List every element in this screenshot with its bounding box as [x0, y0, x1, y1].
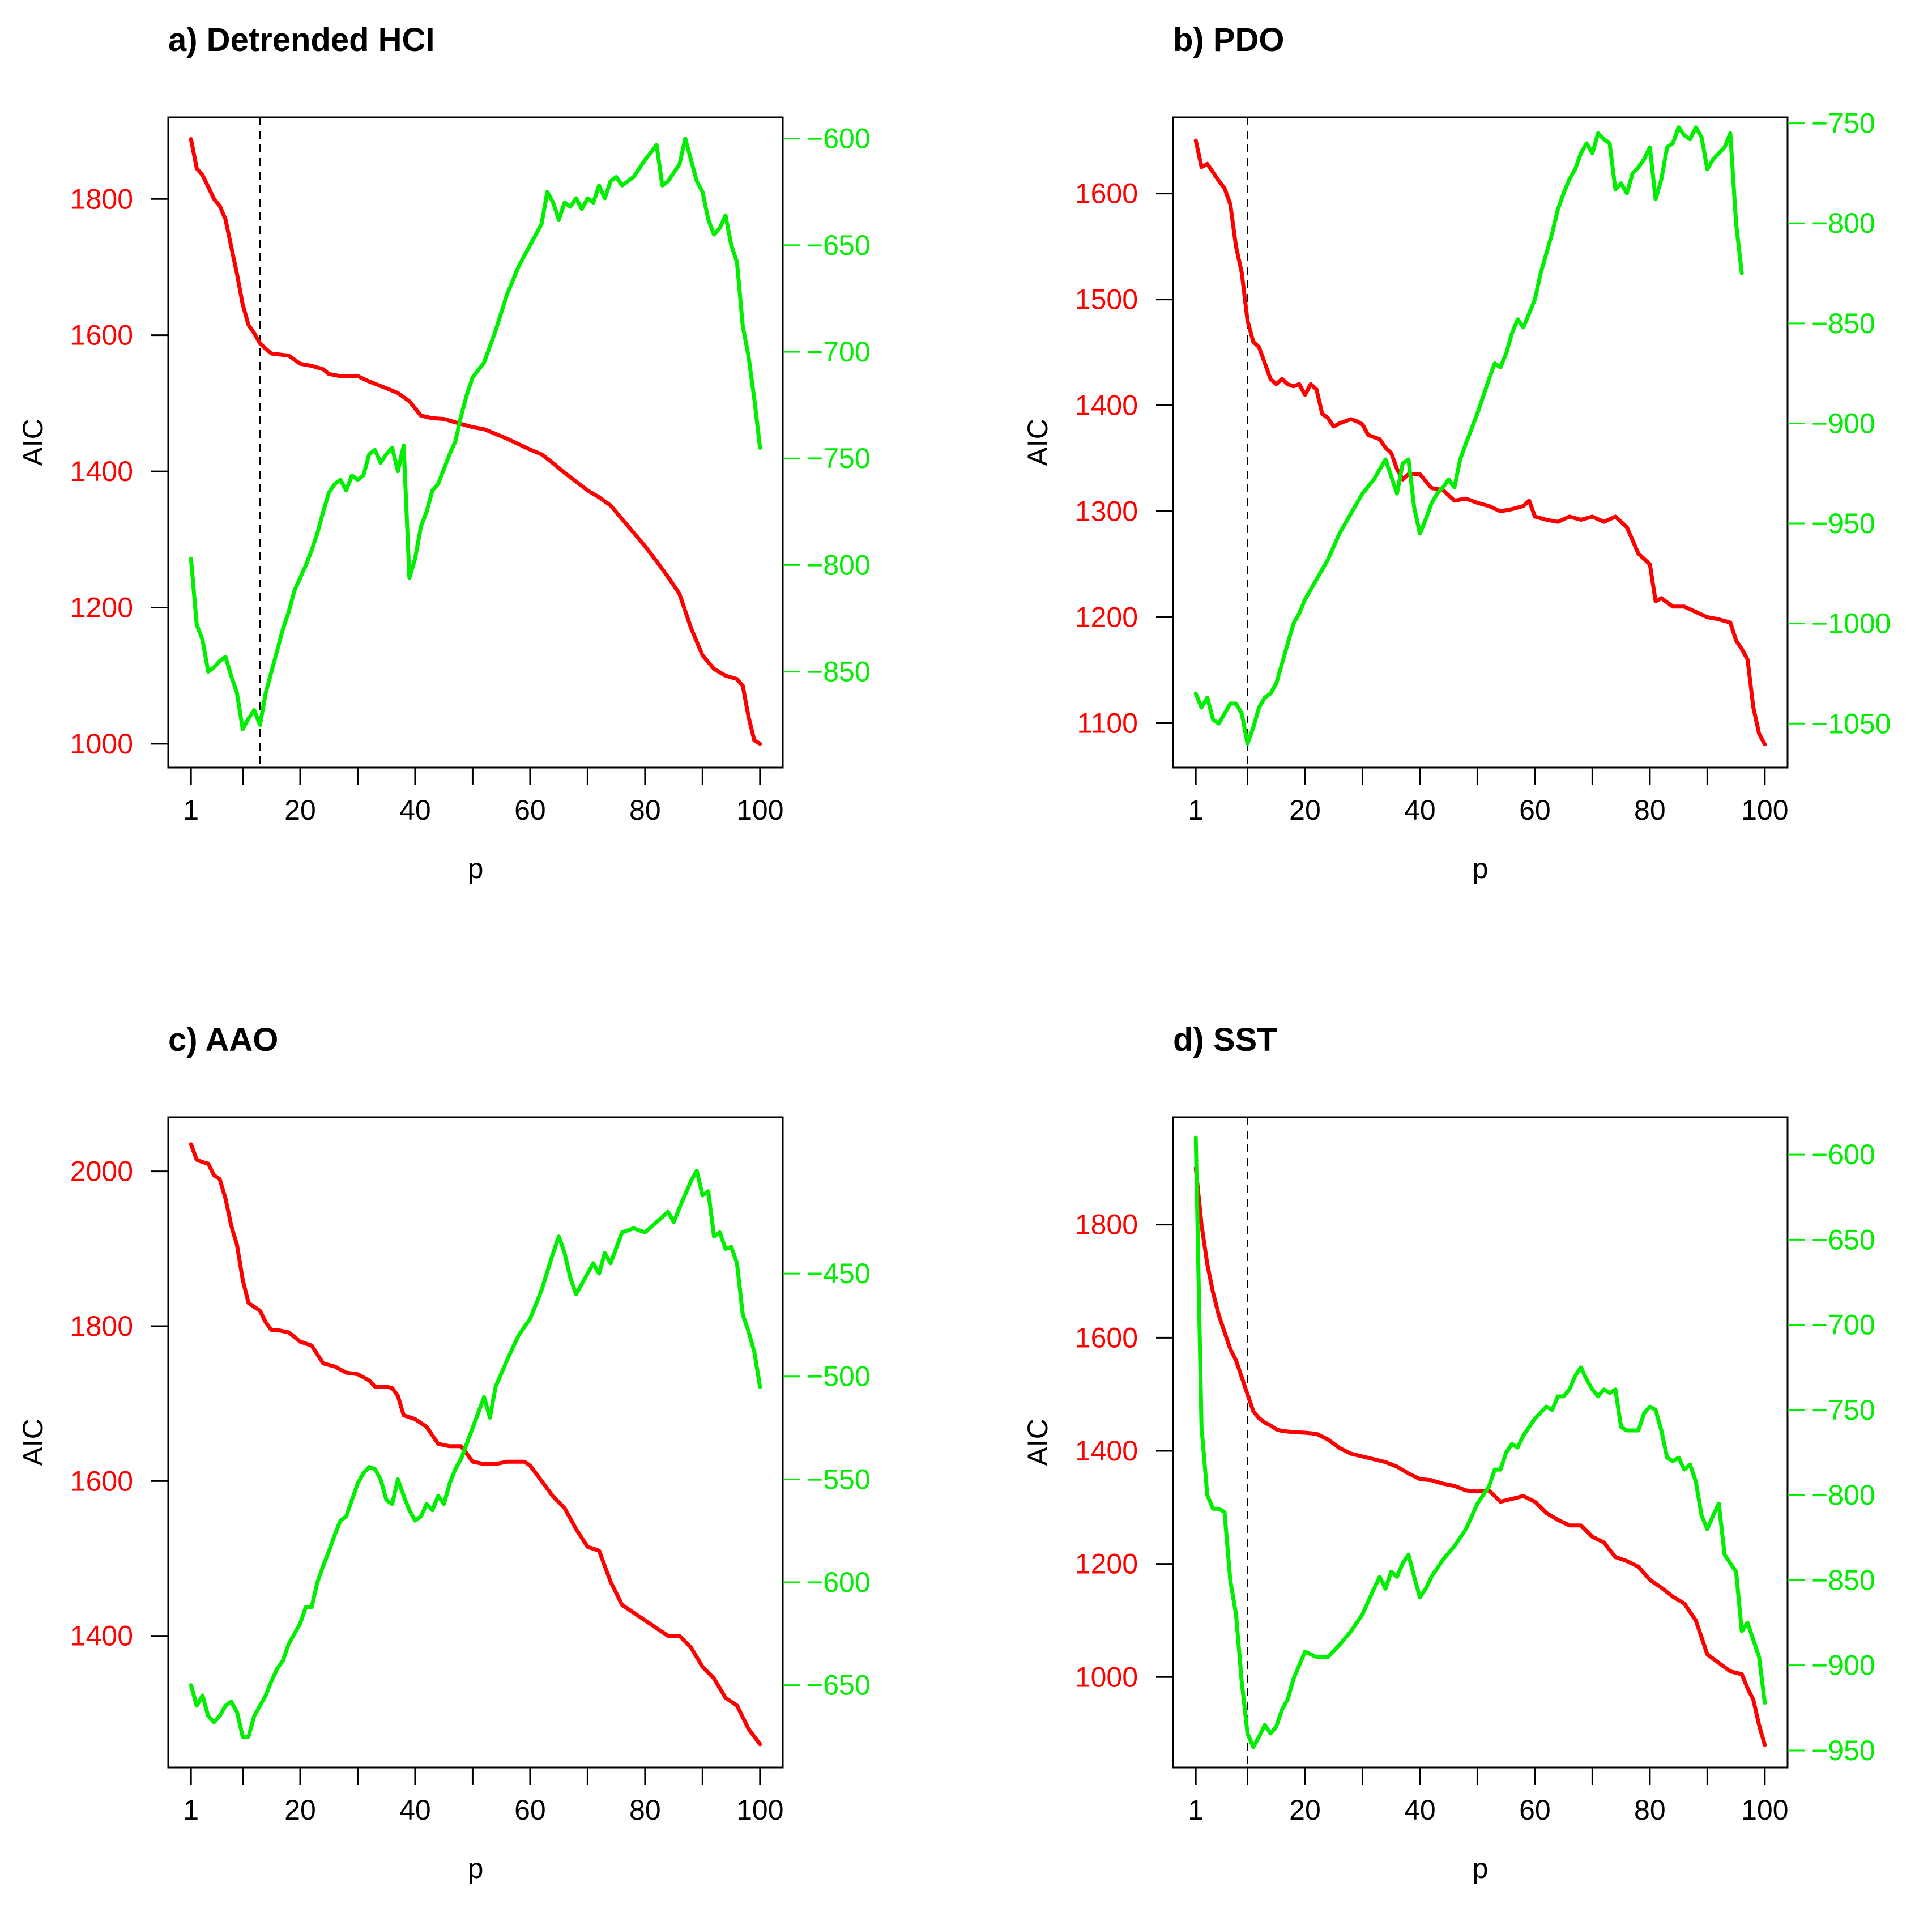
chart-panel-2: b) PDO 1 20 40 60 80 100 p 1100 1200 1300 1400 1500 1… — [1022, 22, 1891, 884]
y-tick-label: 1100 — [1077, 707, 1138, 739]
y2-tick-label: −800 — [1811, 1479, 1875, 1511]
x-tick-label: 80 — [1634, 1794, 1666, 1826]
y-axis-label: AIC — [1022, 1419, 1054, 1466]
x-tick-label: 40 — [1404, 794, 1436, 826]
y-tick-label: 1400 — [70, 1620, 133, 1652]
y-tick-label: 1600 — [70, 320, 133, 351]
x-tick-label: 100 — [1741, 1794, 1788, 1826]
y2-tick-label: −500 — [807, 1361, 871, 1392]
x-tick-label: 1 — [1188, 794, 1204, 826]
x-axis-label: p — [1473, 853, 1489, 884]
y2-tick-label: −700 — [807, 336, 871, 368]
y2-tick-label: −900 — [1811, 407, 1875, 439]
x-tick-label: 1 — [183, 794, 199, 826]
x-tick-label: 40 — [1404, 1794, 1436, 1826]
x-axis-label: p — [1473, 1852, 1489, 1884]
y2-tick-label: −800 — [807, 549, 871, 581]
y2-tick-label: −750 — [1811, 1394, 1875, 1426]
y2-tick-label: −600 — [807, 1566, 871, 1598]
y-tick-label: 1600 — [70, 1465, 133, 1497]
y-tick-label: 1200 — [70, 592, 133, 624]
y2-tick-label: −850 — [807, 656, 871, 688]
chart-title: d) SST — [1173, 1021, 1277, 1058]
y-tick-label: 1600 — [1075, 1322, 1138, 1353]
x-axis-label: p — [468, 1852, 484, 1884]
y2-tick-label: −750 — [807, 442, 871, 474]
x-tick-label: 80 — [1634, 794, 1666, 826]
y-tick-label: 1200 — [1075, 1548, 1138, 1580]
chart-panel-1: a) Detrended HCI 1 20 40 60 80 100 p 1000 1200 140… — [17, 22, 871, 884]
chart-title: a) Detrended HCI — [168, 22, 435, 58]
y2-tick-label: −600 — [807, 123, 871, 155]
x-tick-label: 20 — [284, 794, 316, 826]
x-tick-label: 60 — [514, 1794, 546, 1826]
x-tick-label: 100 — [1741, 794, 1788, 826]
x-tick-label: 100 — [736, 794, 783, 826]
x-tick-label: 20 — [1289, 1794, 1321, 1826]
y2-tick-label: −700 — [1811, 1309, 1875, 1341]
y2-tick-label: −950 — [1811, 508, 1875, 539]
y2-tick-label: −650 — [807, 229, 871, 261]
y-axis-label: AIC — [1022, 419, 1054, 466]
y2-tick-label: −850 — [1811, 308, 1875, 339]
y-axis-label: AIC — [17, 1419, 49, 1466]
y-axis-label: AIC — [17, 419, 49, 466]
x-tick-label: 80 — [629, 1794, 661, 1826]
x-tick-label: 80 — [629, 794, 661, 826]
y2-tick-label: −650 — [1811, 1224, 1875, 1255]
y2-tick-label: −1050 — [1811, 708, 1891, 739]
y2-tick-label: −550 — [807, 1463, 871, 1495]
y-tick-label: 1500 — [1075, 284, 1138, 316]
y2-tick-label: −950 — [1811, 1735, 1875, 1766]
y-tick-label: 1800 — [1075, 1209, 1138, 1241]
x-tick-label: 1 — [183, 1794, 199, 1826]
y2-tick-label: −800 — [1811, 207, 1875, 239]
x-tick-label: 20 — [1289, 794, 1321, 826]
y2-tick-label: −450 — [807, 1258, 871, 1289]
plot-frame — [167, 1116, 784, 1769]
y2-tick-label: −850 — [1811, 1564, 1875, 1596]
y-tick-label: 1000 — [1075, 1661, 1138, 1693]
x-tick-label: 1 — [1188, 1794, 1204, 1826]
plot-frame — [167, 116, 784, 769]
plot-frame — [1172, 116, 1789, 769]
chart-panel-3: c) AAO 1 20 40 60 80 100 p 1400 1600 1800 2000 AIC −4… — [17, 1021, 871, 1884]
y2-tick-label: −650 — [807, 1670, 871, 1701]
series-line-bic — [189, 1169, 762, 1739]
y-tick-label: 1400 — [1075, 1435, 1138, 1467]
y-tick-label: 1800 — [70, 1310, 133, 1342]
y-tick-label: 1300 — [1075, 496, 1138, 527]
series-line-aic — [1193, 138, 1767, 747]
x-tick-label: 60 — [1519, 794, 1551, 826]
plot-frame — [1172, 1116, 1789, 1769]
x-tick-label: 100 — [736, 1794, 783, 1826]
series-line-aic — [1193, 1166, 1767, 1747]
x-tick-label: 40 — [399, 794, 431, 826]
y2-tick-label: −900 — [1811, 1650, 1875, 1681]
x-axis-label: p — [468, 853, 484, 884]
series-line-bic — [189, 137, 762, 731]
x-tick-label: 40 — [399, 1794, 431, 1826]
series-line-bic — [1193, 1135, 1767, 1749]
y-tick-label: 1800 — [70, 183, 133, 215]
x-tick-label: 20 — [284, 1794, 316, 1826]
chart-panel-4: d) SST 1 20 40 60 80 100 p 1000 1200 1400 1600 1800 A… — [1022, 1021, 1875, 1884]
y-tick-label: 1600 — [1075, 178, 1138, 210]
y-tick-label: 2000 — [70, 1156, 133, 1187]
y2-tick-label: −750 — [1811, 108, 1875, 139]
y2-tick-label: −600 — [1811, 1139, 1875, 1170]
y-tick-label: 1200 — [1075, 602, 1138, 633]
x-tick-label: 60 — [1519, 1794, 1551, 1826]
series-line-bic — [1193, 125, 1744, 746]
chart-title: c) AAO — [168, 1021, 278, 1058]
y-tick-label: 1000 — [70, 728, 133, 760]
x-tick-label: 60 — [514, 794, 546, 826]
y2-tick-label: −1000 — [1811, 608, 1891, 640]
chart-title: b) PDO — [1173, 22, 1285, 58]
series-line-aic — [189, 1142, 762, 1747]
y-tick-label: 1400 — [70, 455, 133, 487]
y-tick-label: 1400 — [1075, 390, 1138, 421]
series-line-aic — [189, 137, 762, 746]
